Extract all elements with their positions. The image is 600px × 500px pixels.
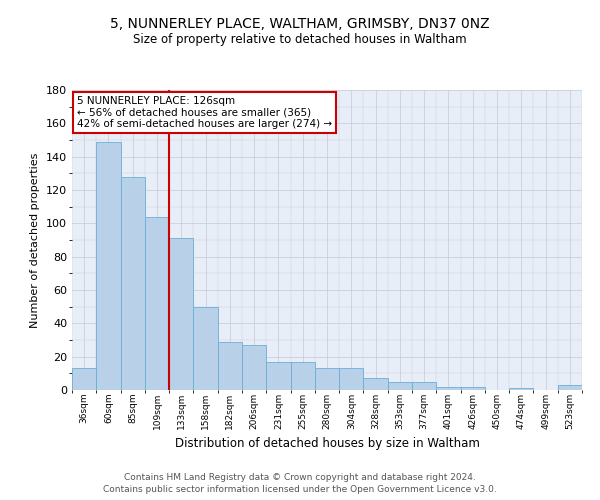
Bar: [290, 362, 315, 390]
Bar: [509, 388, 533, 390]
Bar: [412, 382, 436, 390]
Text: 5, NUNNERLEY PLACE, WALTHAM, GRIMSBY, DN37 0NZ: 5, NUNNERLEY PLACE, WALTHAM, GRIMSBY, DN…: [110, 18, 490, 32]
Y-axis label: Number of detached properties: Number of detached properties: [31, 152, 40, 328]
Bar: [436, 386, 461, 390]
Bar: [193, 306, 218, 390]
Bar: [339, 368, 364, 390]
Bar: [266, 362, 290, 390]
Text: 5 NUNNERLEY PLACE: 126sqm
← 56% of detached houses are smaller (365)
42% of semi: 5 NUNNERLEY PLACE: 126sqm ← 56% of detac…: [77, 96, 332, 129]
Bar: [72, 368, 96, 390]
Text: Size of property relative to detached houses in Waltham: Size of property relative to detached ho…: [133, 32, 467, 46]
Bar: [218, 342, 242, 390]
X-axis label: Distribution of detached houses by size in Waltham: Distribution of detached houses by size …: [175, 438, 479, 450]
Bar: [558, 385, 582, 390]
Bar: [96, 142, 121, 390]
Bar: [121, 176, 145, 390]
Bar: [242, 345, 266, 390]
Bar: [145, 216, 169, 390]
Bar: [364, 378, 388, 390]
Bar: [461, 386, 485, 390]
Text: Contains public sector information licensed under the Open Government Licence v3: Contains public sector information licen…: [103, 485, 497, 494]
Text: Contains HM Land Registry data © Crown copyright and database right 2024.: Contains HM Land Registry data © Crown c…: [124, 472, 476, 482]
Bar: [315, 368, 339, 390]
Bar: [169, 238, 193, 390]
Bar: [388, 382, 412, 390]
